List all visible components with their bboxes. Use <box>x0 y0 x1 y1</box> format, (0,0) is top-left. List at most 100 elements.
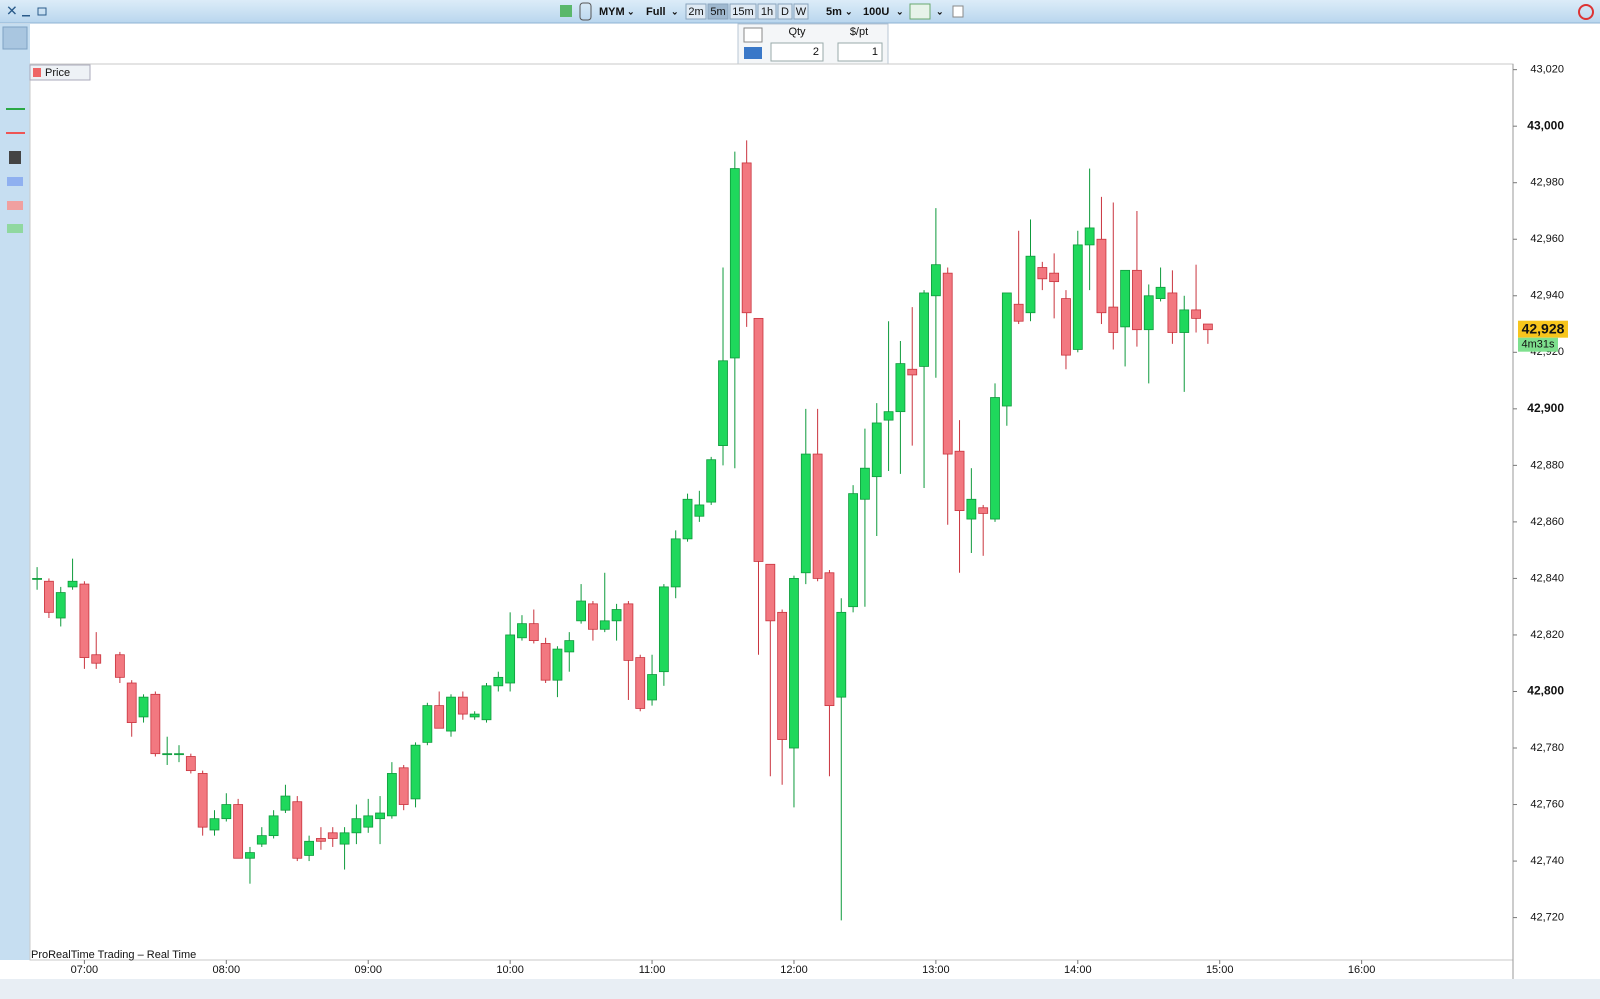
candle-body <box>694 504 705 517</box>
x-tick-label: 11:00 <box>639 964 666 976</box>
candle-body <box>292 801 303 859</box>
candle-body <box>316 838 326 842</box>
countdown-label: 4m31s <box>1521 339 1555 351</box>
candle-body <box>753 317 764 562</box>
trash-tool[interactable] <box>9 151 21 164</box>
candle-body <box>457 696 468 715</box>
candle-body <box>1155 286 1166 299</box>
pointer-tool[interactable] <box>2 26 28 50</box>
pt-value[interactable]: 1 <box>872 46 878 58</box>
candle-body <box>233 804 244 859</box>
candle-body <box>410 744 421 800</box>
candle-body <box>422 705 433 743</box>
candle-body <box>505 634 516 684</box>
candle-body <box>209 818 220 831</box>
symbol[interactable]: MYM <box>599 6 625 18</box>
candle-body <box>552 648 563 681</box>
legend-swatch <box>33 68 41 77</box>
timeframe-button[interactable] <box>793 3 809 20</box>
x-tick-label: 12:00 <box>780 964 808 976</box>
candle-body <box>304 840 314 856</box>
x-tick-label: 07:00 <box>71 964 99 976</box>
candle-body <box>670 538 681 588</box>
toolbar-controls: MYM ⌄ Full ⌄ 2m 5m 15m 1h D W 5m ⌄ 100U ⌄ ⌄ <box>560 2 1594 21</box>
timeframe-button[interactable] <box>685 3 707 20</box>
info-icon[interactable] <box>952 5 964 18</box>
candle-body <box>1013 303 1024 322</box>
mode[interactable]: Full <box>646 6 666 18</box>
timeframe-button[interactable] <box>729 3 757 20</box>
candle-body <box>434 705 445 729</box>
countdown-box <box>1518 337 1558 352</box>
candle-body <box>1143 295 1154 331</box>
x-tick-label: 14:00 <box>1064 964 1092 976</box>
candle-body <box>1025 255 1036 314</box>
candle-body <box>268 815 279 837</box>
minimize-icon[interactable] <box>22 15 30 17</box>
qty-input[interactable] <box>770 42 824 62</box>
candle-body <box>635 657 646 709</box>
svg-text:⌄: ⌄ <box>845 6 853 16</box>
refresh-icon[interactable] <box>1578 4 1594 20</box>
timeframe-label[interactable]: 1h <box>761 6 773 18</box>
svg-text:⌄: ⌄ <box>671 6 679 16</box>
candle-body <box>729 168 740 359</box>
candle-body <box>363 815 374 828</box>
close-icon[interactable]: ✕ <box>6 3 18 19</box>
last-price-label: 42,928 <box>1522 320 1565 336</box>
units[interactable]: 100U <box>863 6 889 18</box>
timeframe-label[interactable]: D <box>781 6 789 18</box>
candle-body <box>138 696 149 718</box>
legend-box[interactable] <box>29 64 91 81</box>
pt-input[interactable] <box>837 42 883 62</box>
svg-text:⌄: ⌄ <box>896 6 904 16</box>
y-tick-label: 42,860 <box>1530 516 1564 528</box>
sidebar <box>0 24 30 979</box>
candle-body <box>55 592 66 619</box>
settings-button[interactable] <box>743 27 763 43</box>
zone-tool[interactable] <box>7 177 23 186</box>
y-tick-label: 42,720 <box>1530 912 1564 924</box>
candle-body <box>658 586 669 673</box>
svg-text:⌄: ⌄ <box>936 6 944 16</box>
candle-body <box>741 162 752 314</box>
candle-body <box>765 563 776 622</box>
restore-icon[interactable] <box>37 7 47 16</box>
candle-body <box>1096 238 1107 314</box>
candle-body <box>398 767 409 805</box>
y-tick-label: 43,020 <box>1530 64 1564 76</box>
candle-body <box>871 422 882 478</box>
candle-body <box>1072 244 1083 350</box>
candle-body <box>221 804 232 820</box>
y-tick-label: 42,760 <box>1530 798 1564 810</box>
x-tick-label: 10:00 <box>496 964 524 976</box>
keyboard-button[interactable] <box>744 47 762 59</box>
drawing-icon[interactable] <box>579 2 592 21</box>
x-tick-label: 15:00 <box>1206 964 1234 976</box>
qty-value[interactable]: 2 <box>813 46 819 58</box>
timeframe-label[interactable]: 15m <box>732 6 753 18</box>
x-tick-label: 09:00 <box>354 964 382 976</box>
chart-type-icon[interactable] <box>560 5 572 17</box>
candle-body <box>990 397 1000 520</box>
zone-tool-green[interactable] <box>7 224 23 233</box>
candle-body <box>469 713 480 718</box>
timeframe-label[interactable]: W <box>796 6 807 18</box>
status-bar <box>0 979 1600 999</box>
candle-body <box>800 453 811 574</box>
timeframe-button[interactable] <box>757 3 777 20</box>
timeframe-button[interactable] <box>707 3 729 20</box>
y-tick-label: 42,820 <box>1530 629 1564 641</box>
indicator-icon[interactable] <box>909 3 931 20</box>
zone-tool-red[interactable] <box>7 201 23 210</box>
interval[interactable]: 5m <box>826 6 842 18</box>
candle-body <box>126 682 137 723</box>
y-tick-label: 43,000 <box>1527 118 1564 132</box>
candle-body <box>824 572 835 707</box>
candle-body <box>481 685 492 721</box>
candle-body <box>1061 298 1071 356</box>
timeframe-label[interactable]: 2m <box>688 6 703 18</box>
timeframe-button[interactable] <box>777 3 793 20</box>
timeframe-label[interactable]: 5m <box>710 6 725 18</box>
